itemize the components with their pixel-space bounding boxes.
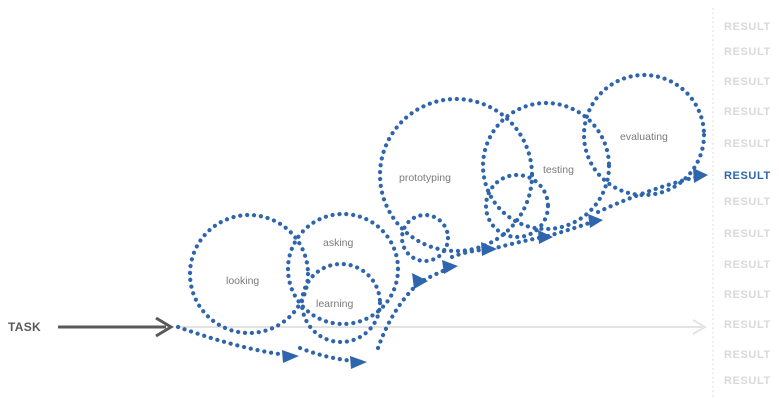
- circle-looking: [187, 212, 311, 336]
- circle-learning: [299, 261, 383, 345]
- circle-label-asking: asking: [323, 237, 354, 249]
- circle-label-learning: learning: [316, 298, 354, 310]
- circle-label-looking: looking: [226, 275, 259, 287]
- result-label: RESULT: [724, 349, 771, 361]
- result-label-highlighted: RESULT: [724, 170, 771, 182]
- result-label: RESULT: [724, 319, 771, 331]
- arrowhead-6: [538, 230, 553, 244]
- circle-label-evaluating: evaluating: [620, 131, 668, 143]
- arrowhead-2: [350, 356, 367, 369]
- result-label: RESULT: [724, 138, 771, 150]
- result-label: RESULT: [724, 375, 771, 387]
- result-label: RESULT: [724, 21, 771, 33]
- circle-asking: [285, 211, 401, 327]
- circle-small-loop-1: [399, 212, 451, 264]
- baseline-arrow: [176, 319, 707, 335]
- arrowhead-3: [412, 273, 428, 289]
- result-label: RESULT: [724, 196, 771, 208]
- result-label: RESULT: [724, 228, 771, 240]
- arrowhead-5: [481, 242, 497, 256]
- circle-small-loop-2: [483, 172, 551, 240]
- arrowhead-7: [588, 214, 603, 228]
- task-label: TASK: [8, 320, 41, 334]
- result-label: RESULT: [724, 259, 771, 271]
- arrowhead-8: [693, 168, 708, 183]
- results-column: RESULT RESULT RESULT RESULT RESULT RESULT RESU…: [724, 21, 771, 387]
- circle-label-prototyping: prototyping: [399, 172, 451, 184]
- circle-evaluating: [581, 72, 707, 198]
- task-arrow: [58, 316, 174, 338]
- process-arrowheads: [282, 168, 708, 369]
- circles: [187, 72, 707, 345]
- result-label: RESULT: [724, 46, 771, 58]
- circle-testing: [480, 100, 612, 232]
- circle-label-testing: testing: [543, 164, 574, 176]
- arrowhead-4: [442, 260, 458, 274]
- result-label: RESULT: [724, 106, 771, 118]
- process-path: [175, 173, 703, 365]
- result-label: RESULT: [724, 76, 771, 88]
- arrowhead-1: [282, 350, 299, 363]
- circle-prototyping: [377, 96, 535, 254]
- result-label: RESULT: [724, 289, 771, 301]
